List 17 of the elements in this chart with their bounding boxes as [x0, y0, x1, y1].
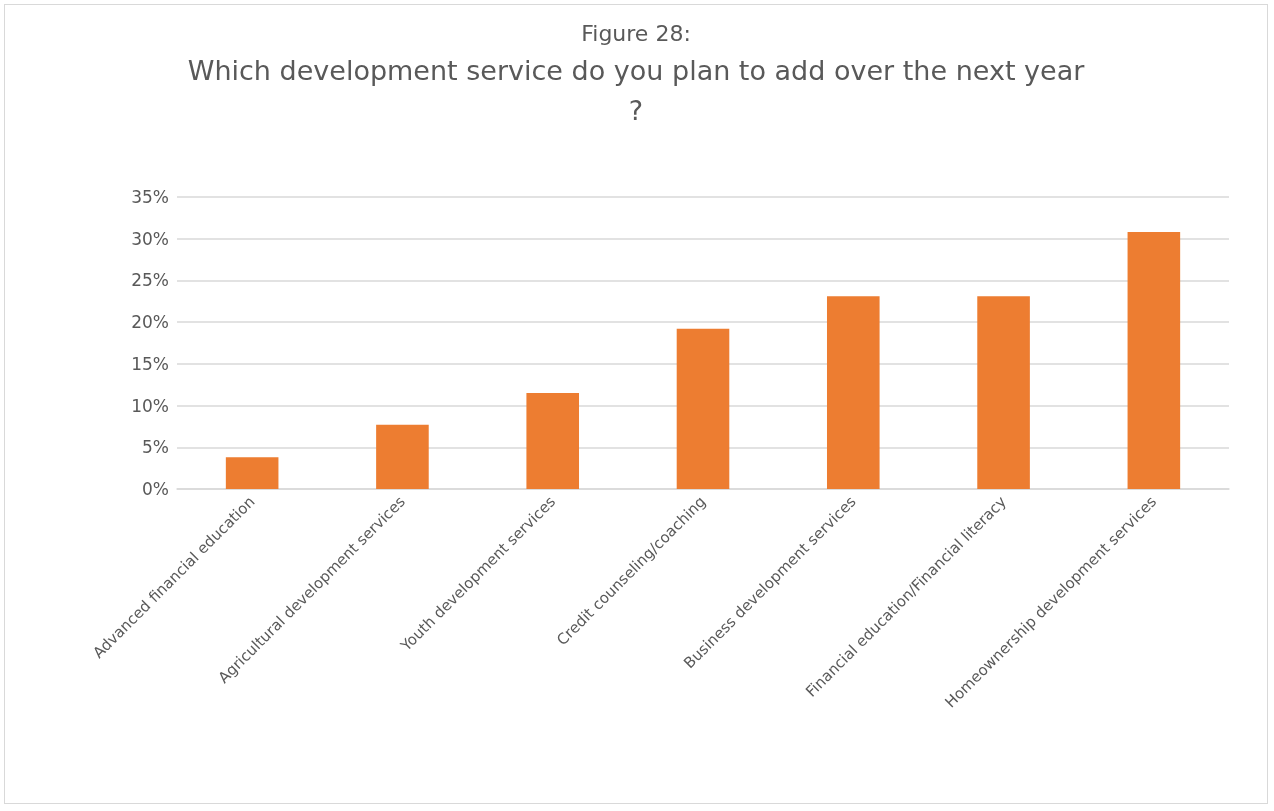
- y-tick-label: 25%: [131, 270, 169, 291]
- y-tick-label: 30%: [131, 228, 169, 249]
- bar: [526, 393, 580, 489]
- bar: [826, 296, 880, 489]
- y-tick-label: 20%: [131, 312, 169, 333]
- y-tick-label: 0%: [142, 479, 169, 499]
- bar: [225, 457, 279, 489]
- bar: [1127, 232, 1181, 489]
- y-tick-label: 5%: [142, 437, 169, 458]
- bar: [676, 328, 730, 489]
- bar: [977, 296, 1030, 489]
- y-tick-label: 15%: [131, 353, 169, 374]
- chart-subtitle: Which development service do you plan to add over the next year?: [187, 54, 1086, 126]
- y-tick-label: 35%: [131, 187, 169, 207]
- bar: [376, 424, 429, 489]
- chart-title: Figure 28:: [581, 20, 691, 46]
- y-tick-label: 10%: [131, 395, 169, 416]
